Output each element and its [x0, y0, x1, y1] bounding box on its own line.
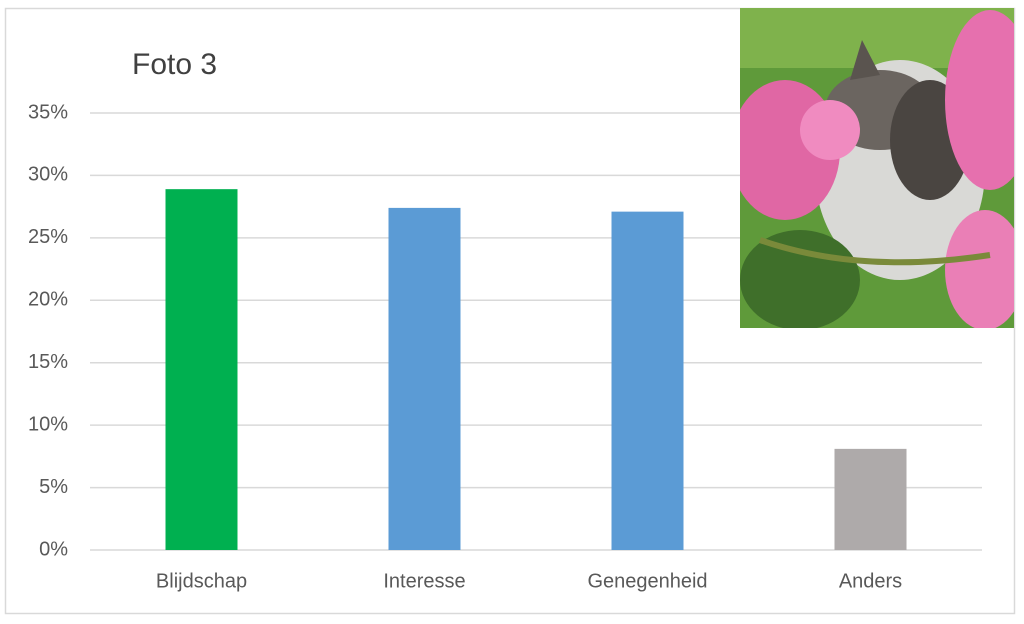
y-tick-label: 25% — [28, 226, 68, 248]
x-tick-label: Anders — [839, 570, 902, 592]
y-tick-label: 30% — [28, 164, 68, 186]
bar — [834, 448, 907, 550]
photo-flowers — [945, 210, 1014, 328]
photo-cat-ear — [850, 40, 880, 80]
photo-stem — [759, 237, 991, 266]
y-tick-label: 10% — [28, 413, 68, 435]
y-tick-label: 0% — [39, 538, 68, 560]
y-tick-label: 5% — [39, 476, 68, 498]
x-tick-label: Interesse — [383, 570, 465, 592]
bar — [165, 189, 238, 551]
y-tick-label: 20% — [28, 289, 68, 311]
photo — [740, 8, 1014, 328]
y-tick-label: 15% — [28, 351, 68, 373]
x-tick-label: Genegenheid — [587, 570, 707, 592]
bar — [388, 207, 461, 551]
photo-flowers — [945, 10, 1014, 190]
chart-title: Foto 3 — [132, 48, 217, 81]
photo-flowers — [800, 100, 860, 160]
y-tick-label: 35% — [28, 101, 68, 123]
bar — [611, 211, 684, 550]
x-tick-label: Blijdschap — [156, 570, 247, 592]
photo-leaves — [740, 230, 860, 328]
